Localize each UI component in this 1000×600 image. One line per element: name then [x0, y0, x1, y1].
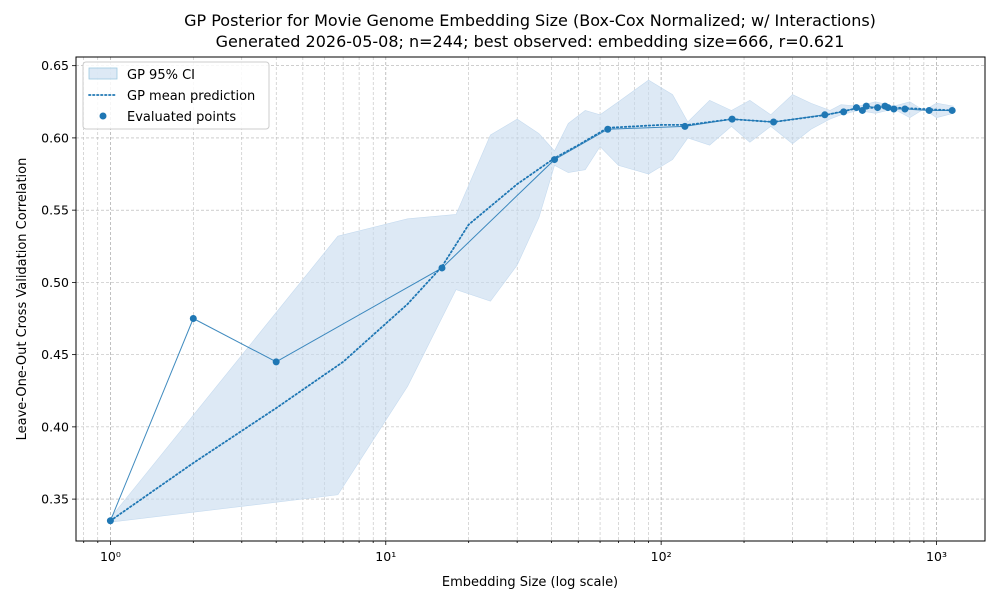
evaluated-point [840, 108, 848, 116]
x-tick-label: 10³ [926, 549, 947, 564]
y-tick-label: 0.60 [41, 130, 69, 145]
legend-mean-label: GP mean prediction [127, 89, 255, 104]
y-tick-label: 0.35 [41, 492, 69, 507]
evaluated-point [604, 125, 612, 133]
evaluated-point [890, 105, 898, 113]
y-tick-label: 0.65 [41, 58, 69, 73]
plot-frame [75, 56, 986, 542]
y-tick-label: 0.40 [41, 419, 69, 434]
ci-band-layer [110, 79, 954, 523]
ci-band [110, 79, 954, 523]
legend-points-swatch [99, 112, 107, 120]
legend: GP 95% CI GP mean prediction Evaluated p… [82, 61, 270, 130]
legend-ci-label: GP 95% CI [127, 68, 195, 83]
evaluated-point [925, 106, 933, 114]
evaluated-point [884, 104, 892, 112]
evaluated-point [681, 122, 689, 130]
evaluated-point [862, 102, 870, 110]
y-axis-label: Leave-One-Out Cross Validation Correlati… [15, 158, 30, 441]
evaluated-point [770, 118, 778, 126]
point-layer [106, 102, 956, 525]
evaluated-point [189, 315, 197, 322]
legend-points-label: Evaluated points [127, 110, 236, 125]
y-tick-label: 0.55 [41, 203, 69, 218]
chart-title: GP Posterior for Movie Genome Embedding … [184, 11, 876, 30]
evaluated-point [874, 104, 882, 112]
evaluated-point [728, 115, 736, 123]
x-tick-label: 10² [651, 549, 672, 564]
tick-layer: 0.35 0.40 0.45 0.50 0.55 0.60 0.65 10⁰ 10¹ 10² 10³ [41, 58, 947, 564]
x-tick-label: 10⁰ [100, 549, 121, 564]
legend-frame [82, 61, 270, 130]
evaluated-point [551, 156, 559, 164]
evaluated-point [852, 104, 860, 112]
evaluated-point [948, 106, 956, 114]
x-axis-label: Embedding Size (log scale) [442, 575, 618, 590]
evaluated-point [106, 517, 114, 525]
x-tick-label: 10¹ [375, 549, 396, 564]
evaluated-point [821, 111, 829, 119]
y-tick-label: 0.45 [41, 347, 69, 362]
evaluated-point [901, 105, 909, 113]
chart-subtitle: Generated 2026-05-08; n=244; best observ… [216, 32, 845, 51]
y-tick-label: 0.50 [41, 275, 69, 290]
legend-ci-swatch [88, 67, 118, 80]
evaluated-point [438, 264, 446, 272]
evaluated-point [272, 358, 280, 366]
